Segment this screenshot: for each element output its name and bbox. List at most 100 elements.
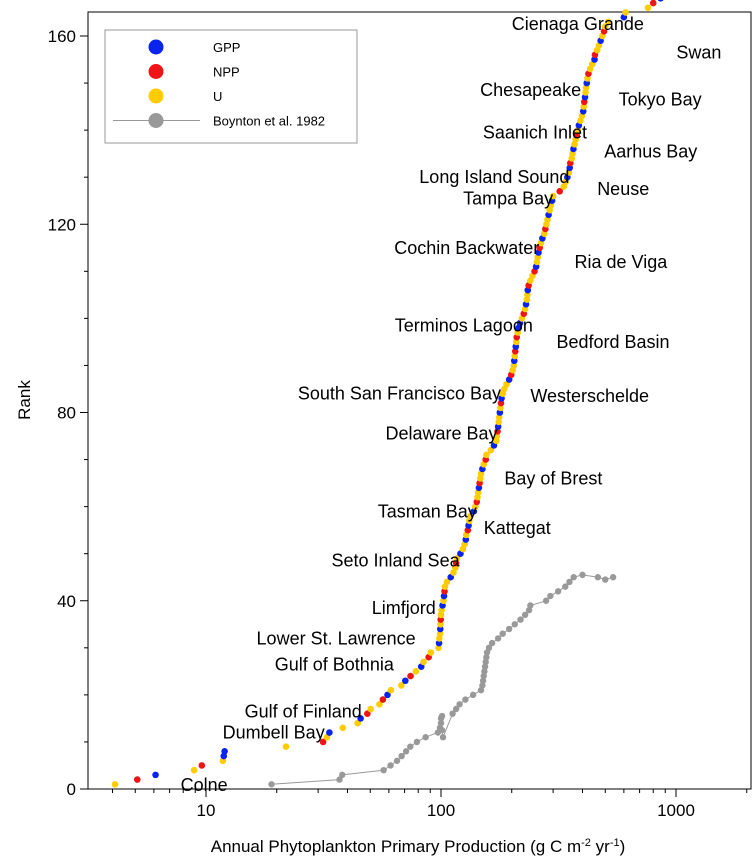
y-tick-label: 120 [48, 215, 76, 234]
data-point-u [604, 18, 612, 26]
boynton-point [438, 712, 446, 720]
boynton-point [481, 663, 489, 670]
boynton-point [437, 719, 445, 727]
site-label: Tampa Bay [463, 188, 553, 208]
x-tick-label: 1000 [657, 801, 695, 820]
boynton-point [439, 734, 447, 741]
legend: GPP NPP U Boynton et al. 1982 [104, 29, 358, 144]
data-point-npp [364, 710, 371, 717]
plot-area: Cienaga Grande Swan Chesapeake Tokyo Bay Saa… [48, 0, 752, 820]
data-point-u [339, 724, 347, 732]
boynton-point [452, 705, 460, 713]
y-axis-title: Rank [15, 380, 34, 420]
site-label: Cochin Backwater [394, 238, 539, 258]
data-point-gpp [384, 691, 391, 699]
data-point-u [420, 658, 427, 666]
legend-label-boynton: Boynton et al. 1982 [213, 114, 325, 129]
data-point-gpp [221, 748, 228, 755]
boynton-point [485, 644, 493, 652]
main-series [111, 0, 664, 788]
data-point-u [427, 649, 435, 656]
boynton-point [407, 743, 414, 750]
data-point-u [443, 578, 451, 586]
boynton-point [602, 576, 609, 583]
data-point-u [190, 766, 198, 774]
data-point-u [622, 9, 629, 16]
site-label: Bay of Brest [504, 468, 602, 488]
y-tick-label: 0 [67, 780, 76, 799]
boynton-point [488, 639, 496, 647]
data-point-gpp [402, 677, 409, 685]
data-point-u [376, 700, 383, 708]
data-point-u [467, 512, 474, 520]
site-label: Dumbell Bay [223, 723, 325, 743]
legend-marker-boynton [148, 113, 164, 128]
boynton-point [594, 574, 602, 581]
data-point-gpp [657, 0, 664, 2]
site-label: Gulf of Bothnia [275, 654, 395, 674]
x-tick-label: 100 [427, 801, 455, 820]
legend-marker-gpp [148, 39, 164, 55]
data-point-u [437, 620, 444, 628]
data-point-u [387, 686, 395, 694]
boynton-point [527, 602, 534, 609]
site-label: Terminos Lagoon [395, 315, 533, 335]
boynton-point [380, 766, 387, 774]
plot-frame [87, 11, 752, 790]
site-label: Neuse [597, 179, 649, 199]
legend-label-npp: NPP [213, 65, 240, 80]
x-tick-label: 10 [197, 801, 216, 820]
data-point-u [487, 446, 495, 454]
data-point-u [453, 555, 461, 562]
legend-label-u: U [213, 89, 222, 104]
boynton-point [483, 654, 490, 661]
boynton-point [570, 574, 577, 581]
data-point-gpp [436, 625, 444, 633]
legend-marker-npp [148, 64, 164, 79]
boynton-point [336, 776, 343, 783]
site-label: Ria de Viga [575, 252, 669, 272]
data-point-gpp [462, 536, 470, 543]
site-label: Swan [676, 42, 721, 62]
data-point-gpp [152, 771, 159, 779]
boynton-point [482, 658, 489, 666]
legend-label-gpp: GPP [213, 40, 240, 55]
boynton-point [422, 734, 429, 741]
data-point-u [367, 705, 374, 713]
data-point-gpp [357, 715, 364, 722]
data-point-npp [198, 762, 206, 769]
boynton-series [268, 571, 617, 788]
site-label: Kattegat [484, 518, 551, 538]
site-label: Lower St. Lawrence [257, 628, 416, 648]
boynton-point [499, 630, 506, 637]
boynton-point [462, 696, 469, 703]
site-label: Aarhus Bay [604, 141, 697, 161]
boynton-point [542, 597, 550, 604]
data-point-u [111, 780, 119, 788]
data-point-u [398, 682, 405, 689]
data-point-u [412, 668, 420, 675]
x-axis-ticks: 10 100 1000 [111, 789, 748, 820]
y-axis-ticks: 0 40 80 120 160 [48, 27, 88, 799]
data-point-gpp [326, 729, 333, 736]
site-label: Gulf of Finland [245, 701, 362, 721]
site-label: South San Francisco Bay [298, 384, 501, 404]
data-point-npp [407, 672, 414, 680]
boynton-point [517, 616, 524, 623]
site-label: Colne [181, 775, 228, 795]
site-label: Bedford Basin [556, 332, 669, 352]
legend-box [104, 29, 358, 144]
data-point-npp [556, 188, 564, 195]
data-point-u [601, 23, 609, 30]
site-label: Saanich Inlet [483, 122, 587, 142]
y-tick-label: 80 [57, 404, 76, 423]
site-label: Westerschelde [530, 386, 649, 406]
data-point-npp [133, 776, 141, 783]
boynton-point [609, 574, 617, 581]
data-point-u [549, 192, 557, 200]
site-label: Cienaga Grande [512, 14, 644, 34]
site-label: Tokyo Bay [619, 90, 702, 110]
boynton-point [479, 682, 486, 689]
data-point-gpp [435, 639, 443, 647]
